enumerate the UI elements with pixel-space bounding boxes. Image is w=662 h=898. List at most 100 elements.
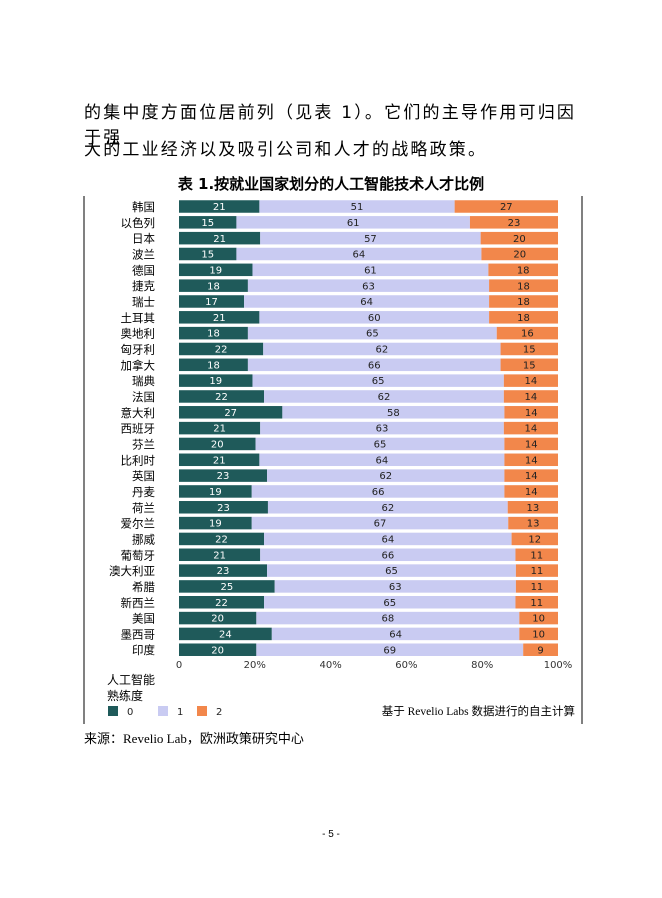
category-label: 奥地利 <box>121 327 156 341</box>
category-label: 波兰 <box>132 248 155 261</box>
bar-value-label: 20 <box>211 440 224 451</box>
legend-swatch-1 <box>158 706 168 716</box>
paragraph-line-1: 的集中度方面位居前列（见表 1）。它们的主导作用可归因于强 <box>84 103 577 148</box>
bar-value-label: 11 <box>531 582 544 593</box>
chart-bars: 韩国 21 51 27 以色列 15 61 23 日本 21 57 20 波兰 15 64 20 德国 19 61 1… <box>109 200 558 657</box>
bar-segment-level-2 <box>519 611 558 625</box>
bar-segment-level-1 <box>259 200 455 213</box>
bar-value-label: 14 <box>525 487 538 498</box>
bar-segment-level-0 <box>179 279 248 292</box>
bar-value-label: 64 <box>389 630 402 641</box>
bar-segment-level-0 <box>179 263 253 277</box>
bar-value-label: 14 <box>525 440 538 451</box>
bar-value-label: 14 <box>525 376 538 387</box>
chart-frame <box>83 196 583 724</box>
bar-segment-level-0 <box>179 342 264 356</box>
bar-segment-level-2 <box>504 485 558 498</box>
bar-value-label: 11 <box>531 566 544 577</box>
bar-segment-level-1 <box>271 627 520 641</box>
bar-segment-level-2 <box>500 358 558 372</box>
category-label: 土耳其 <box>121 312 156 325</box>
bar-value-label: 12 <box>528 535 541 546</box>
bar-value-label: 16 <box>521 329 534 340</box>
category-label: 以色列 <box>121 216 156 230</box>
bar-value-label: 69 <box>383 645 396 656</box>
bar-value-label: 15 <box>523 360 536 371</box>
category-label: 芬兰 <box>132 438 155 451</box>
chart-note: 基于 Revelio Labs 数据进行的自主计算 <box>382 704 575 718</box>
bar-value-label: 18 <box>517 265 530 276</box>
category-label: 法国 <box>132 390 155 404</box>
bar-value-label: 23 <box>217 471 230 482</box>
bar-value-label: 22 <box>215 535 228 546</box>
bar-segment-level-1 <box>259 453 505 467</box>
bar-segment-level-0 <box>179 200 260 213</box>
bar-value-label: 67 <box>374 519 387 530</box>
x-tick-label: 20% <box>244 660 266 671</box>
bar-segment-level-2 <box>523 643 558 656</box>
bar-segment-level-0 <box>179 564 268 577</box>
bar-segment-level-0 <box>179 469 268 482</box>
page-number: - 5 - <box>322 829 340 840</box>
category-label: 加拿大 <box>121 358 156 372</box>
paragraph-line-2: 大的工业经济以及吸引公司和人才的战略政策。 <box>84 140 488 160</box>
category-label: 荷兰 <box>132 502 155 515</box>
bar-value-label: 20 <box>513 250 526 261</box>
bar-value-label: 27 <box>224 408 237 419</box>
category-label: 葡萄牙 <box>121 549 156 562</box>
bar-value-label: 65 <box>366 329 379 340</box>
bar-value-label: 62 <box>376 345 389 356</box>
bar-segment-level-1 <box>264 532 512 546</box>
bar-value-label: 18 <box>207 360 220 371</box>
bar-value-label: 20 <box>513 234 526 245</box>
bar-value-label: 22 <box>215 598 228 609</box>
bar-value-label: 14 <box>525 471 538 482</box>
bar-segment-level-2 <box>504 453 558 467</box>
bar-value-label: 19 <box>209 376 222 387</box>
bar-segment-level-2 <box>480 231 558 245</box>
bar-segment-level-0 <box>179 485 252 498</box>
bar-value-label: 9 <box>537 645 543 656</box>
category-label: 意大利 <box>121 406 156 420</box>
bar-value-label: 20 <box>211 645 224 656</box>
bar-value-label: 20 <box>211 614 224 625</box>
bar-segment-level-0 <box>179 627 272 641</box>
bar-segment-level-2 <box>504 437 558 451</box>
bar-value-label: 60 <box>368 313 381 324</box>
x-tick-label: 40% <box>319 660 341 671</box>
bar-segment-level-1 <box>247 279 490 292</box>
bar-value-label: 19 <box>209 487 222 498</box>
bar-segment-level-0 <box>179 580 275 593</box>
bar-segment-level-0 <box>179 437 256 451</box>
bar-value-label: 65 <box>374 440 387 451</box>
bar-value-label: 66 <box>368 360 381 371</box>
bar-segment-level-1 <box>247 358 501 372</box>
bar-value-label: 22 <box>215 392 228 403</box>
bar-segment-level-2 <box>515 580 558 593</box>
bar-segment-level-1 <box>256 643 524 656</box>
category-label: 爱尔兰 <box>121 517 156 531</box>
bar-segment-level-2 <box>454 200 558 213</box>
bar-segment-level-2 <box>515 596 558 609</box>
category-label: 英国 <box>132 469 155 483</box>
bar-value-label: 62 <box>381 503 394 514</box>
bar-value-label: 58 <box>387 408 400 419</box>
bar-segment-level-1 <box>244 295 490 308</box>
bar-value-label: 62 <box>378 392 391 403</box>
bar-segment-level-2 <box>503 390 558 403</box>
bar-value-label: 62 <box>379 471 392 482</box>
bar-value-label: 21 <box>213 234 226 245</box>
bar-value-label: 21 <box>213 202 226 213</box>
bar-segment-level-1 <box>260 548 516 562</box>
bar-value-label: 63 <box>362 281 375 292</box>
bar-segment-level-1 <box>267 469 505 482</box>
bar-segment-level-1 <box>252 263 489 277</box>
bar-value-label: 21 <box>213 455 226 466</box>
bar-segment-level-2 <box>489 279 558 292</box>
legend-swatch-0 <box>108 706 118 716</box>
bar-segment-level-1 <box>236 247 482 261</box>
bar-segment-level-2 <box>504 406 558 419</box>
bar-segment-level-0 <box>179 390 265 403</box>
bar-segment-level-2 <box>515 548 558 562</box>
source-note: 来源：Revelio Lab，欧洲政策研究中心 <box>84 731 304 746</box>
